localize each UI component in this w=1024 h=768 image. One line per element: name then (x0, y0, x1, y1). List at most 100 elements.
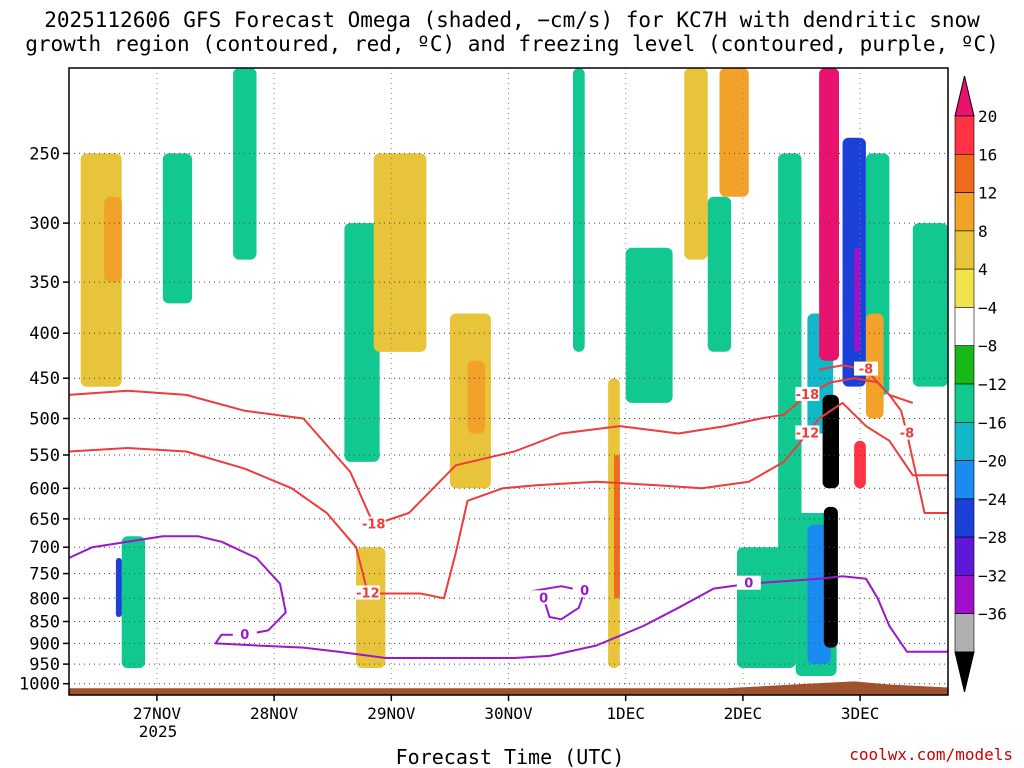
contour-label-bg (361, 516, 386, 531)
omega-patch (822, 394, 839, 489)
contour-layer: -18 -18 -12 -12 -8 -8 0 0 0 0 (69, 361, 948, 659)
colorbar-label: 4 (978, 260, 988, 279)
y-axis-ticks: 2503003504004505005506006507007508008509… (19, 144, 69, 695)
colorbar-label: −24 (978, 490, 1007, 509)
colorbar: 20 16 12 8 4 −4 −8 −12 −16 −20 −24 −28 −32 −36 (954, 75, 1007, 693)
omega-patch (121, 536, 146, 669)
freezing-level-contour (69, 535, 948, 659)
contour-label-bg (854, 361, 878, 376)
colorbar-label: 12 (978, 184, 997, 203)
colorbar-label: −4 (978, 298, 997, 317)
colorbar-swatch (954, 345, 975, 385)
dgz-contour (69, 377, 914, 526)
colorbar-swatch (954, 154, 975, 193)
omega-patch (233, 68, 257, 260)
colorbar-swatch (954, 307, 975, 346)
contour-label: -18 (796, 388, 820, 403)
y-tick-label: 900 (29, 634, 60, 654)
dgz-contour (818, 364, 948, 514)
colorbar-swatch (954, 460, 975, 500)
x-tick-label: 3DEC (841, 704, 880, 723)
colorbar-label: −12 (978, 375, 1007, 394)
omega-patch (819, 68, 839, 361)
y-tick-label: 750 (29, 565, 60, 585)
colorbar-swatch (954, 575, 975, 615)
omega-patch (162, 153, 193, 304)
colorbar-label: −32 (978, 566, 1007, 585)
y-tick-label: 850 (29, 613, 60, 633)
x-tick-label: 27NOV (133, 704, 182, 723)
contour-label: -12 (796, 427, 820, 442)
contour-label: 0 (580, 584, 589, 599)
colorbar-top-arrow (954, 75, 975, 117)
y-tick-label: 300 (29, 214, 60, 234)
terrain-layer (69, 681, 948, 695)
colorbar-label: −8 (978, 337, 997, 356)
omega-patch (684, 68, 708, 260)
y-tick-label: 450 (29, 369, 60, 389)
colorbar-swatch (954, 613, 975, 653)
x-axis-ticks: 27NOV 28NOV 29NOV 30NOV 1DEC 2DEC 3DEC (133, 695, 880, 723)
y-tick-label: 400 (29, 324, 60, 344)
colorbar-label: 8 (978, 222, 988, 241)
contour-label: 0 (240, 628, 249, 643)
x-tick-label: 2DEC (724, 704, 763, 723)
colorbar-swatch (954, 230, 975, 270)
y-tick-label: 600 (29, 479, 60, 499)
colorbar-swatch (954, 115, 975, 155)
omega-patch (115, 558, 122, 617)
contour-label: -12 (356, 587, 380, 602)
terrain-fill (69, 681, 948, 695)
y-tick-label: 650 (29, 510, 60, 530)
colorbar-label: −28 (978, 528, 1007, 547)
colorbar-swatch (954, 268, 975, 308)
omega-patch (625, 247, 673, 403)
colorbar-swatch (954, 383, 975, 423)
colorbar-swatch (954, 498, 975, 538)
chart-title-line2: growth region (contoured, red, ºC) and f… (25, 32, 999, 56)
colorbar-label: −36 (978, 605, 1007, 624)
contour-label-bg (736, 575, 761, 590)
contour-label: -8 (900, 427, 914, 442)
omega-shading-layer (80, 68, 948, 676)
y-tick-label: 700 (29, 538, 60, 558)
chart-title-line1: 2025112606 GFS Forecast Omega (shaded, −… (44, 8, 980, 32)
y-tick-label: 1000 (19, 675, 60, 695)
y-tick-label: 950 (29, 655, 60, 675)
contour-label-bg (572, 583, 597, 598)
colorbar-swatch (954, 192, 975, 232)
omega-patch (573, 68, 585, 352)
contour-label-bg (795, 425, 820, 440)
contour-label-bg (795, 386, 820, 401)
credit-text: coolwx.com/models (849, 745, 1013, 764)
omega-patch (912, 223, 948, 387)
y-tick-label: 350 (29, 273, 60, 293)
x-tick-label: 30NOV (484, 704, 533, 723)
x-tick-label: 1DEC (606, 704, 645, 723)
omega-patch (467, 360, 486, 434)
colorbar-label: −16 (978, 413, 1007, 432)
omega-patch (614, 455, 620, 599)
omega-patch (104, 196, 122, 283)
omega-patch (778, 153, 802, 559)
colorbar-bottom-arrow (954, 651, 975, 693)
y-tick-label: 250 (29, 144, 60, 164)
contour-label: 0 (539, 591, 548, 606)
y-tick-label: 550 (29, 446, 60, 466)
omega-patch (737, 547, 796, 668)
y-tick-label: 800 (29, 589, 60, 609)
omega-patch (854, 247, 861, 352)
colorbar-swatch (954, 421, 975, 461)
colorbar-label: 20 (978, 107, 997, 126)
colorbar-label: −20 (978, 452, 1007, 471)
x-year-label: 2025 (139, 722, 178, 741)
dgz-contour (69, 401, 948, 600)
contour-label-bg (531, 590, 556, 605)
x-tick-label: 29NOV (367, 704, 416, 723)
omega-patch (344, 223, 380, 462)
contour-label-bg (232, 626, 257, 641)
contour-label: -8 (859, 363, 873, 378)
contour-label: -18 (362, 518, 386, 533)
x-axis-title: Forecast Time (UTC) (396, 745, 625, 768)
